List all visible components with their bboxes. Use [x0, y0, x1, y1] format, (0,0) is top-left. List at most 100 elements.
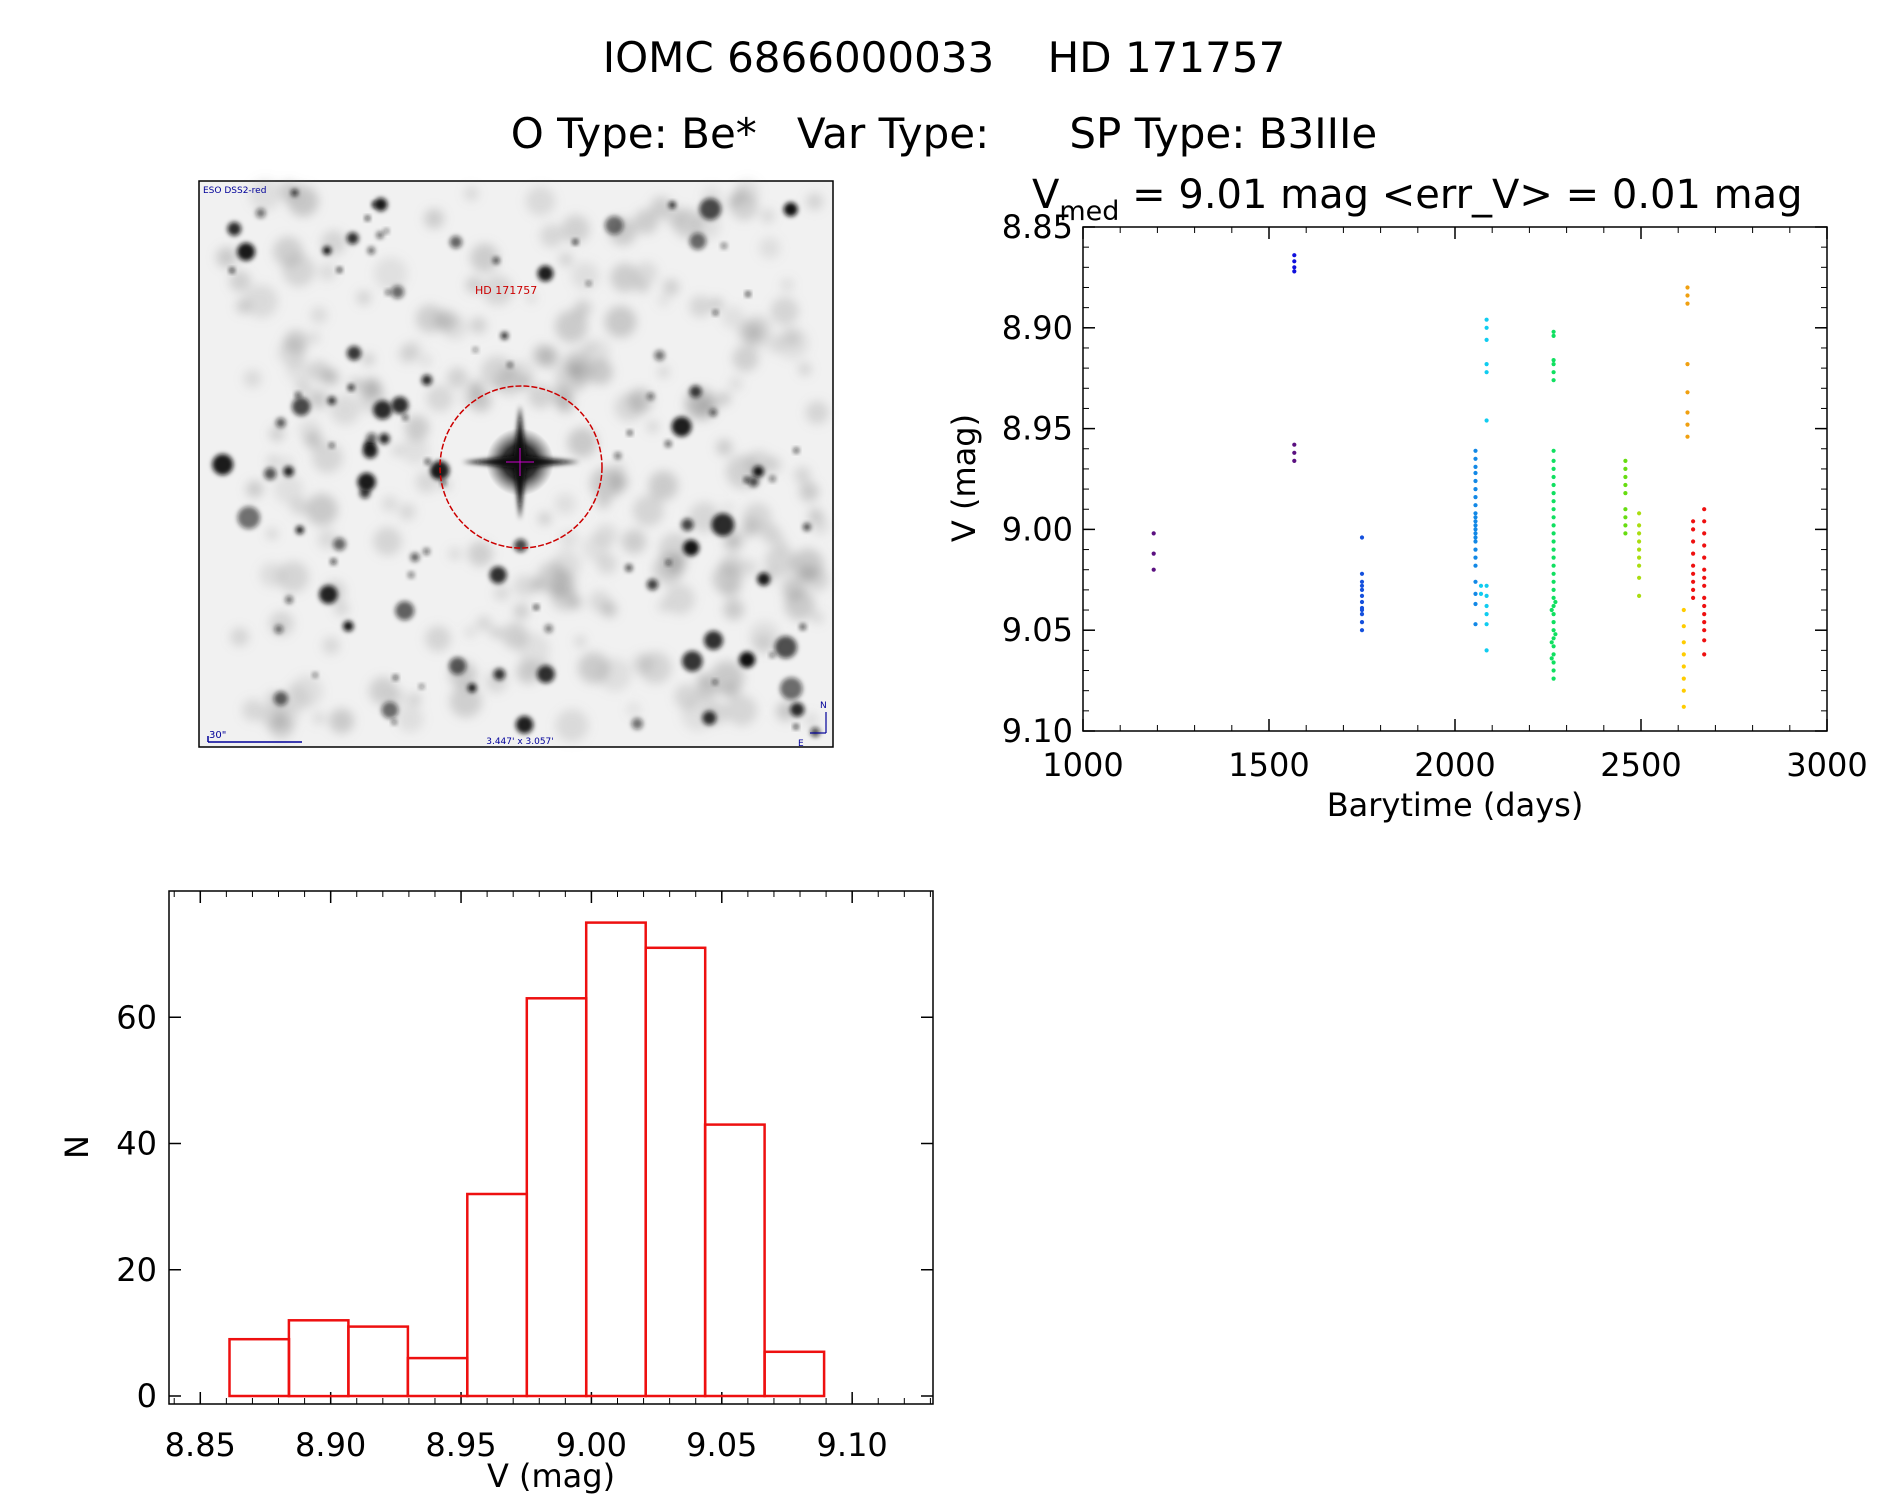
- sky-blob: [710, 297, 724, 311]
- hist-bar: [525, 997, 588, 1398]
- sky-blob: [791, 548, 824, 581]
- lc-point: [1473, 503, 1478, 508]
- lc-point: [1551, 571, 1556, 576]
- sky-blob: [567, 427, 598, 458]
- field-star: [283, 466, 294, 477]
- east-label: E: [798, 739, 804, 749]
- sky-blob: [793, 466, 811, 484]
- lc-point: [1623, 466, 1628, 471]
- lc-point: [1473, 464, 1478, 469]
- scale-bar: 30": [207, 730, 302, 743]
- sky-blob: [356, 290, 372, 306]
- sky-blob: [369, 676, 398, 705]
- lc-point: [1553, 599, 1558, 605]
- lc-point: [1359, 593, 1365, 599]
- lc-point: [1551, 636, 1556, 641]
- lc-point: [1359, 535, 1365, 540]
- field-star: [425, 458, 431, 465]
- lc-point: [1551, 628, 1556, 633]
- sky-blob: [775, 326, 810, 360]
- sky-blob: [726, 694, 758, 726]
- lc-point: [1359, 607, 1365, 613]
- lc-point: [1473, 527, 1478, 532]
- sky-blob: [230, 627, 250, 647]
- lc-point: [1637, 563, 1642, 568]
- lc-point: [1484, 583, 1489, 588]
- field-star: [378, 433, 390, 445]
- field-star: [273, 691, 288, 706]
- sky-blob: [722, 502, 734, 515]
- field-star: [319, 585, 338, 604]
- lc-point: [1702, 612, 1707, 617]
- field-star: [671, 416, 692, 437]
- lc-point: [1551, 676, 1556, 681]
- lc-point: [1478, 591, 1484, 597]
- lc-point: [1623, 515, 1628, 520]
- lc-point: [1292, 265, 1297, 270]
- lc-point: [1691, 527, 1696, 532]
- field-star: [383, 228, 389, 234]
- lc-title: Vmed = 9.01 mag <err_V> = 0.01 mag: [1032, 172, 1803, 227]
- lc-point: [1473, 539, 1478, 544]
- lc-point: [1702, 555, 1707, 560]
- sky-blob: [604, 305, 637, 338]
- lc-title-main: V: [1032, 172, 1060, 218]
- lc-point: [1681, 607, 1686, 613]
- field-star: [810, 727, 821, 738]
- object-types: O Type: Be* Var Type: SP Type: B3IIIe: [511, 109, 1377, 158]
- hist-xtick-label: 8.95: [425, 1426, 496, 1464]
- field-star: [322, 246, 332, 255]
- sky-blob: [482, 274, 514, 306]
- sky-blob: [596, 496, 610, 510]
- lc-point: [1551, 491, 1556, 496]
- lc-point: [1484, 612, 1489, 617]
- field-star: [712, 679, 718, 685]
- sky-blob: [559, 529, 579, 549]
- sky-blob: [391, 445, 403, 456]
- field-star: [381, 701, 399, 719]
- field-star: [627, 430, 633, 436]
- sky-blob: [249, 178, 282, 212]
- sky-blob: [758, 237, 781, 259]
- sky-blob: [317, 529, 338, 550]
- sky-blob: [559, 252, 573, 267]
- lc-point: [1681, 676, 1686, 681]
- lc-point: [1292, 259, 1297, 264]
- survey-label: ESO DSS2-red: [203, 186, 266, 196]
- sky-blob: [717, 391, 731, 406]
- sky-blob: [373, 527, 402, 556]
- hist-bar: [287, 1319, 350, 1398]
- lc-point: [1702, 583, 1707, 588]
- sky-blob: [571, 261, 600, 290]
- hist-bar: [584, 921, 647, 1398]
- lc-point: [1359, 612, 1365, 617]
- sky-blob: [784, 589, 815, 621]
- sky-blob: [246, 480, 264, 498]
- field-star: [631, 718, 643, 730]
- lc-point: [1484, 317, 1489, 322]
- sky-blob: [470, 317, 487, 334]
- sky-blob: [282, 254, 316, 287]
- field-star: [614, 452, 622, 460]
- lc-point: [1691, 595, 1696, 601]
- lc-point: [1549, 656, 1554, 661]
- hist-xtick-label: 9.00: [556, 1426, 627, 1464]
- field-star: [625, 564, 633, 572]
- sky-blob: [710, 660, 745, 695]
- field-star: [274, 624, 284, 634]
- lc-point: [1551, 458, 1556, 463]
- field-star: [376, 231, 384, 239]
- sky-blob: [578, 652, 610, 684]
- lc-xlabel: Barytime (days): [1327, 786, 1584, 824]
- lc-xtick-label: 1000: [1042, 746, 1123, 784]
- field-star: [780, 677, 803, 700]
- sky-blob: [304, 431, 323, 450]
- sky-blob: [426, 385, 454, 412]
- lc-ytick-label: 8.90: [1002, 309, 1073, 347]
- sky-blob: [490, 626, 502, 639]
- sky-blob: [773, 535, 789, 551]
- sky-blob: [688, 394, 710, 416]
- lc-point: [1702, 652, 1707, 657]
- lc-point: [1681, 664, 1686, 669]
- field-star: [682, 650, 703, 672]
